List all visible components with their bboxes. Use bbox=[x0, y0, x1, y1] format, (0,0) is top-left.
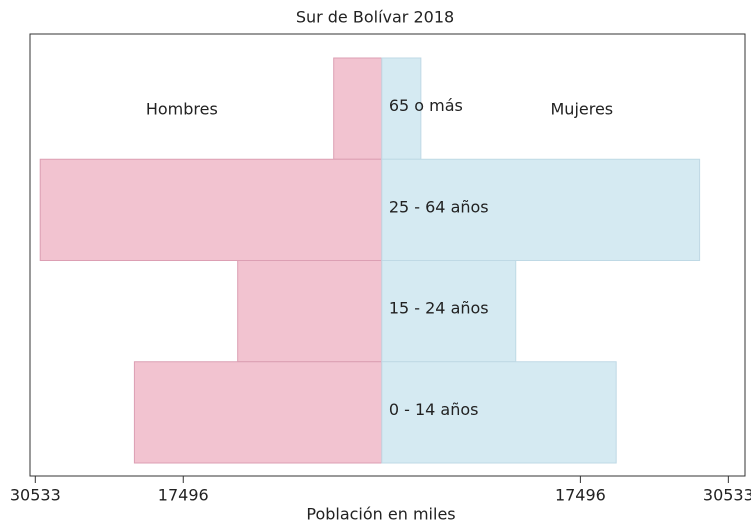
x-tick-label: 30533 bbox=[10, 486, 61, 505]
x-axis-label: Población en miles bbox=[306, 505, 455, 524]
category-label: 65 o más bbox=[389, 96, 463, 115]
bar bbox=[381, 260, 517, 363]
bar bbox=[381, 361, 617, 464]
category-label: 25 - 64 años bbox=[389, 197, 489, 216]
bar bbox=[237, 260, 383, 363]
chart-title: Sur de Bolívar 2018 bbox=[296, 8, 454, 27]
category-label: 15 - 24 años bbox=[389, 299, 489, 318]
x-tick-label: 17496 bbox=[555, 486, 606, 505]
bar bbox=[39, 158, 383, 261]
plot-frame bbox=[29, 33, 746, 477]
bar bbox=[133, 361, 383, 464]
category-label: 0 - 14 años bbox=[389, 400, 479, 419]
x-tick-label: 30533 bbox=[703, 486, 751, 505]
bar bbox=[333, 57, 383, 160]
bar bbox=[381, 158, 701, 261]
legend-label: Mujeres bbox=[551, 100, 614, 119]
x-tick-label: 17496 bbox=[158, 486, 209, 505]
legend-label: Hombres bbox=[146, 100, 218, 119]
